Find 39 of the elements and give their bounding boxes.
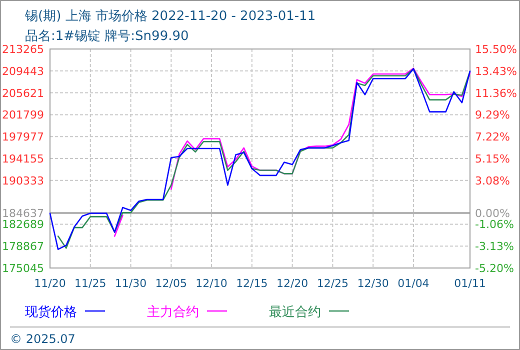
y2-tick-label: 13.43% <box>475 64 517 78</box>
y2-tick-label: 9.29% <box>475 108 510 122</box>
legend-label: 现货价格 <box>25 305 77 320</box>
legend-label: 主力合约 <box>147 304 199 320</box>
y-tick-label: 209443 <box>2 64 44 78</box>
x-tick-label: 12/10 <box>196 277 228 290</box>
y-tick-label: 205621 <box>2 86 44 100</box>
y-tick-label: 213265 <box>2 43 44 56</box>
y2-tick-label: 5.15% <box>475 152 510 166</box>
y2-tick-label: 3.08% <box>475 174 510 188</box>
y2-tick-label: 11.36% <box>475 86 517 100</box>
legend-label: 最近合约 <box>269 305 321 320</box>
y2-tick-label: 15.50% <box>475 43 517 56</box>
y2-tick-label: -3.13% <box>475 240 514 254</box>
chart-title: 锡(期) 上海 市场价格 2022-11-20 - 2023-01-11 <box>24 9 316 24</box>
x-tick-label: 12/15 <box>236 277 268 290</box>
x-tick-label: 11/20 <box>34 277 66 290</box>
x-tick-label: 12/25 <box>316 277 349 290</box>
y-tick-label: 175045 <box>2 262 44 275</box>
x-tick-label: 11/30 <box>114 277 147 290</box>
x-tick-label: 01/11 <box>454 277 486 290</box>
x-tick-label: 01/04 <box>398 277 430 290</box>
y-tick-label: 178867 <box>2 240 44 254</box>
y-tick-label: 201799 <box>2 108 44 122</box>
y-tick-label: 182689 <box>2 218 44 232</box>
y-tick-label: 190333 <box>2 174 44 188</box>
y2-tick-label: 7.22% <box>475 130 510 144</box>
y2-tick-label: -5.20% <box>475 262 514 275</box>
y2-tick-label: 0.00% <box>475 206 510 220</box>
x-tick-label: 12/05 <box>155 277 188 290</box>
text: © 2025.07 <box>10 332 76 346</box>
x-tick-label: 11/25 <box>74 277 106 290</box>
chart-subtitle: 品名:1#锡锭 牌号:Sn99.90 <box>25 29 189 44</box>
x-tick-label: 12/30 <box>357 277 389 290</box>
x-tick-label: 12/20 <box>276 277 308 290</box>
y-tick-label: 194155 <box>2 152 44 166</box>
y2-tick-label: -1.06% <box>475 218 514 232</box>
y-tick-label: 184637 <box>2 207 44 220</box>
y-tick-label: 197977 <box>2 130 44 144</box>
